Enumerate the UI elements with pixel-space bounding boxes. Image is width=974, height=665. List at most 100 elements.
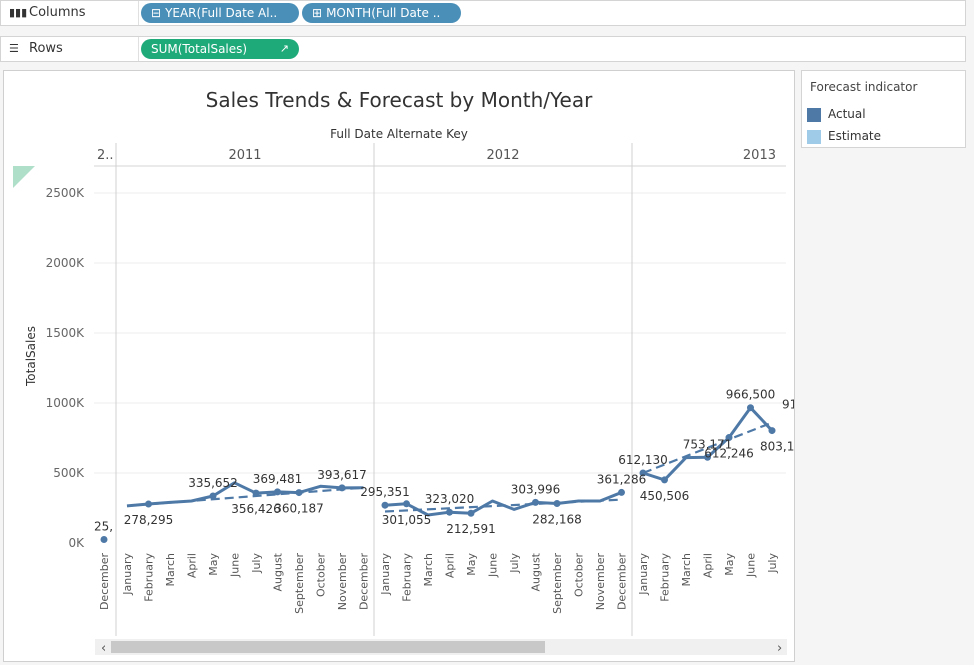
month-tick-label: December: [98, 553, 111, 611]
y-tick-label: 1000K: [46, 396, 86, 410]
sum-totalsales-pill[interactable]: SUM(TotalSales) ↗: [141, 39, 299, 59]
month-tick-label: June: [229, 553, 242, 578]
month-tick-label: January: [379, 553, 392, 596]
month-tick-label: May: [465, 553, 478, 576]
month-tick-label: May: [207, 553, 220, 576]
scroll-left-icon[interactable]: ‹: [101, 641, 106, 656]
y-tick-label: 500K: [53, 466, 85, 480]
data-point: [768, 427, 776, 435]
data-point: [295, 489, 303, 497]
month-tick-label: July: [766, 553, 779, 574]
columns-shelf[interactable]: ▮▮▮ Columns ⊟ YEAR(Full Date Al.. ⊞ MONTH(F…: [0, 0, 966, 26]
rows-icon: ☰: [9, 42, 19, 55]
forecast-legend[interactable]: Forecast indicator Actual Estimate: [801, 70, 966, 148]
month-tick-label: October: [573, 553, 586, 597]
month-tick-label: January: [121, 553, 134, 596]
data-label: 212,591: [446, 522, 496, 536]
month-tick-label: April: [702, 553, 715, 578]
month-tick-label: December: [616, 553, 629, 611]
chart-title: Sales Trends & Forecast by Month/Year: [206, 88, 593, 112]
month-pill[interactable]: ⊞ MONTH(Full Date ..: [302, 3, 461, 23]
month-tick-label: July: [250, 553, 263, 574]
rows-shelf[interactable]: ☰ Rows SUM(TotalSales) ↗: [0, 36, 966, 62]
data-point: [747, 404, 754, 412]
expand-icon[interactable]: ⊞: [312, 6, 323, 20]
data-label: 335,652: [188, 476, 238, 490]
trend-icon: ↗: [279, 42, 289, 55]
year-header: 2..: [97, 148, 114, 163]
data-point: [553, 499, 561, 507]
data-point: [274, 488, 281, 496]
month-tick-label: March: [164, 553, 177, 587]
month-tick-label: September: [551, 553, 564, 614]
data-label: 450,506: [640, 489, 690, 503]
legend-swatch-estimate: [807, 129, 821, 144]
month-tick-label: February: [401, 553, 414, 602]
data-label: 361,286: [597, 472, 647, 486]
shelf-divider: [138, 37, 139, 61]
year-header: 2013: [743, 148, 776, 163]
month-tick-label: September: [293, 553, 306, 614]
data-label: 612,130: [618, 453, 668, 467]
month-tick-label: June: [487, 553, 500, 578]
month-tick-label: February: [143, 553, 156, 602]
legend-title: Forecast indicator: [810, 80, 918, 94]
month-tick-label: May: [723, 553, 736, 576]
data-point: [338, 484, 346, 492]
sales-line-chart: Sales Trends & Forecast by Month/Year Fu…: [13, 88, 805, 656]
y-tick-label: 2000K: [46, 256, 86, 270]
data-point: [446, 508, 453, 516]
rows-shelf-label: ☰ Rows: [9, 41, 63, 56]
scroll-right-icon[interactable]: ›: [777, 641, 782, 656]
data-label: 393,617: [317, 468, 367, 482]
data-label: 356,426: [231, 502, 281, 516]
data-point: [725, 434, 733, 442]
data-label: 369,481: [253, 472, 303, 486]
y-tick-label: 2500K: [46, 186, 86, 200]
year-pill[interactable]: ⊟ YEAR(Full Date Al..: [141, 3, 299, 23]
month-tick-label: November: [594, 553, 607, 611]
month-tick-label: March: [680, 553, 693, 587]
month-tick-label: December: [358, 553, 371, 611]
month-tick-label: August: [530, 552, 543, 591]
data-label: 301,055: [382, 513, 432, 527]
columns-icon: ▮▮▮: [9, 6, 28, 19]
legend-item-estimate[interactable]: Estimate: [807, 128, 881, 144]
data-point: [661, 476, 668, 484]
columns-shelf-label: ▮▮▮ Columns: [9, 5, 86, 20]
data-label: 910: [782, 398, 794, 412]
year-header: 2012: [486, 148, 519, 163]
data-point: [618, 488, 625, 496]
legend-item-actual[interactable]: Actual: [807, 106, 866, 122]
selection-corner-icon: [13, 166, 35, 188]
data-point: [252, 489, 260, 497]
year-header: 2011: [228, 148, 261, 163]
month-tick-label: January: [637, 553, 650, 596]
y-tick-label: 0K: [68, 536, 85, 550]
month-tick-label: February: [659, 553, 672, 602]
month-tick-label: March: [422, 553, 435, 587]
sum-pill-label: SUM(TotalSales): [151, 42, 248, 56]
data-label: 966,500: [726, 388, 776, 402]
month-tick-label: November: [336, 553, 349, 611]
collapse-icon[interactable]: ⊟: [151, 6, 162, 20]
sales-line-2012: [384, 491, 623, 517]
data-label: 25,: [94, 520, 113, 534]
month-tick-label: October: [315, 553, 328, 597]
data-point: [381, 501, 389, 509]
shelf-divider: [138, 1, 139, 25]
data-label: 323,020: [425, 492, 475, 506]
data-label: 278,295: [124, 513, 174, 527]
h-scrollbar-thumb[interactable]: [111, 641, 545, 653]
month-tick-label: July: [508, 553, 521, 574]
visualization-pane[interactable]: Sales Trends & Forecast by Month/Year Fu…: [3, 70, 805, 662]
data-point: [403, 500, 410, 508]
legend-swatch-actual: [807, 107, 821, 122]
month-tick-label: June: [745, 553, 758, 578]
data-point: [467, 509, 475, 517]
y-tick-label: 1500K: [46, 326, 86, 340]
data-point: [145, 500, 152, 508]
data-label: 282,168: [532, 512, 582, 526]
y-axis-title: TotalSales: [24, 326, 38, 387]
month-pill-label: MONTH(Full Date ..: [326, 6, 441, 20]
